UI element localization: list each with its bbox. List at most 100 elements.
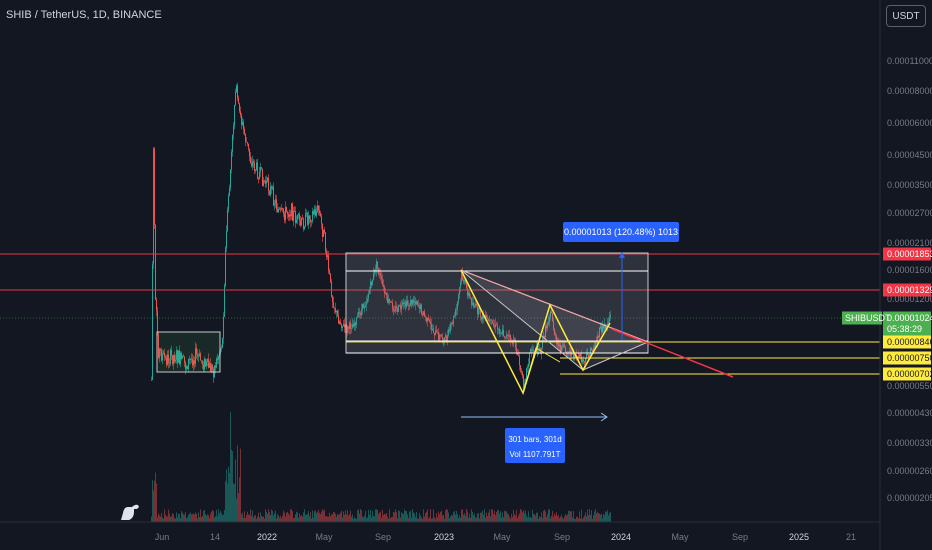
candle-body: [586, 353, 587, 359]
volume-bar: [294, 517, 295, 522]
candle-body: [609, 317, 610, 322]
volume-bar: [534, 513, 535, 522]
currency-button[interactable]: USDT: [886, 5, 926, 27]
volume-bar: [514, 514, 515, 522]
candle-body: [430, 321, 431, 325]
volume-bar: [340, 512, 341, 522]
volume-bar: [386, 513, 387, 522]
candle-body: [491, 319, 492, 321]
volume-bar: [296, 511, 297, 522]
volume-bar: [281, 518, 282, 522]
candle-body: [283, 208, 284, 214]
x-tick-label: Sep: [375, 532, 391, 542]
tradingview-logo-icon: [121, 504, 139, 520]
candle-body: [498, 328, 499, 330]
volume-bar: [419, 513, 420, 522]
volume-bar: [278, 515, 279, 522]
candle-body: [310, 219, 311, 222]
candle-body: [416, 301, 417, 305]
volume-bar: [188, 514, 189, 522]
candle-body: [600, 326, 601, 329]
volume-bar: [384, 513, 385, 522]
candle-body: [383, 284, 384, 287]
candle-body: [314, 209, 315, 215]
candle-body: [342, 325, 343, 328]
candle-body: [245, 134, 246, 142]
candle-body: [317, 205, 318, 212]
candle-body: [514, 339, 515, 340]
volume-bar: [223, 514, 224, 522]
volume-bar: [216, 509, 217, 522]
candle-body: [359, 311, 360, 313]
volume-bar: [391, 517, 392, 522]
candle-body: [297, 215, 298, 220]
y-tick-label: 0.00008000: [887, 86, 932, 96]
volume-bar: [460, 517, 461, 522]
candle-body: [369, 289, 370, 294]
candle-body: [508, 334, 509, 337]
candle-body: [361, 309, 362, 316]
volume-bar: [549, 509, 550, 522]
candle-body: [421, 304, 422, 314]
candle-body: [351, 328, 352, 330]
candle-body: [201, 360, 202, 362]
candle-body: [587, 353, 588, 355]
candle-body: [299, 214, 300, 221]
candle-body: [564, 344, 565, 347]
volume-bar: [218, 509, 219, 522]
volume-bar: [562, 517, 563, 522]
volume-bar: [462, 509, 463, 522]
candle-body: [424, 311, 425, 317]
volume-bar: [215, 516, 216, 522]
candle-body: [358, 311, 359, 317]
candle-body: [271, 186, 272, 189]
candle-body: [494, 325, 495, 328]
y-tick-label: 0.00001600: [887, 265, 932, 275]
candle-body: [200, 353, 201, 361]
candle-body: [556, 335, 557, 344]
volume-bar: [406, 511, 407, 522]
volume-bar: [513, 509, 514, 522]
range-volume-label: Vol 1107.791T: [509, 450, 560, 459]
volume-bar: [561, 514, 562, 522]
candle-body: [584, 361, 585, 363]
candle-body: [233, 125, 234, 135]
volume-bar: [329, 512, 330, 522]
volume-bar: [204, 510, 205, 522]
candle-body: [457, 301, 458, 310]
candle-body: [501, 333, 502, 335]
candle-body: [399, 305, 400, 306]
candle-body: [590, 348, 591, 355]
volume-bar: [455, 514, 456, 522]
volume-bar: [277, 514, 278, 522]
volume-bar: [336, 516, 337, 522]
candle-body: [553, 321, 554, 330]
candle-body: [546, 325, 547, 329]
candle-body: [428, 317, 429, 320]
volume-bar: [338, 514, 339, 522]
volume-bar: [272, 510, 273, 522]
candle-body: [285, 206, 286, 221]
y-tick-label: 0.00004500: [887, 150, 932, 160]
candle-body: [270, 186, 271, 195]
volume-bar: [200, 509, 201, 522]
x-tick-label: May: [671, 532, 689, 542]
volume-bar: [572, 517, 573, 522]
candle-body: [330, 273, 331, 282]
volume-bar: [158, 513, 159, 522]
volume-bar: [565, 513, 566, 522]
volume-bar: [527, 517, 528, 522]
volume-bar: [425, 512, 426, 522]
volume-bar: [287, 511, 288, 522]
price-label: 0.00001329: [883, 283, 932, 297]
volume-bar: [170, 516, 171, 522]
candle-body: [240, 111, 241, 115]
volume-bar: [494, 510, 495, 522]
volume-bar: [499, 513, 500, 522]
candle-body: [434, 332, 435, 336]
candle-body: [389, 299, 390, 302]
candle-body: [462, 271, 463, 280]
volume-bar: [241, 514, 242, 522]
volume-bar: [210, 513, 211, 522]
